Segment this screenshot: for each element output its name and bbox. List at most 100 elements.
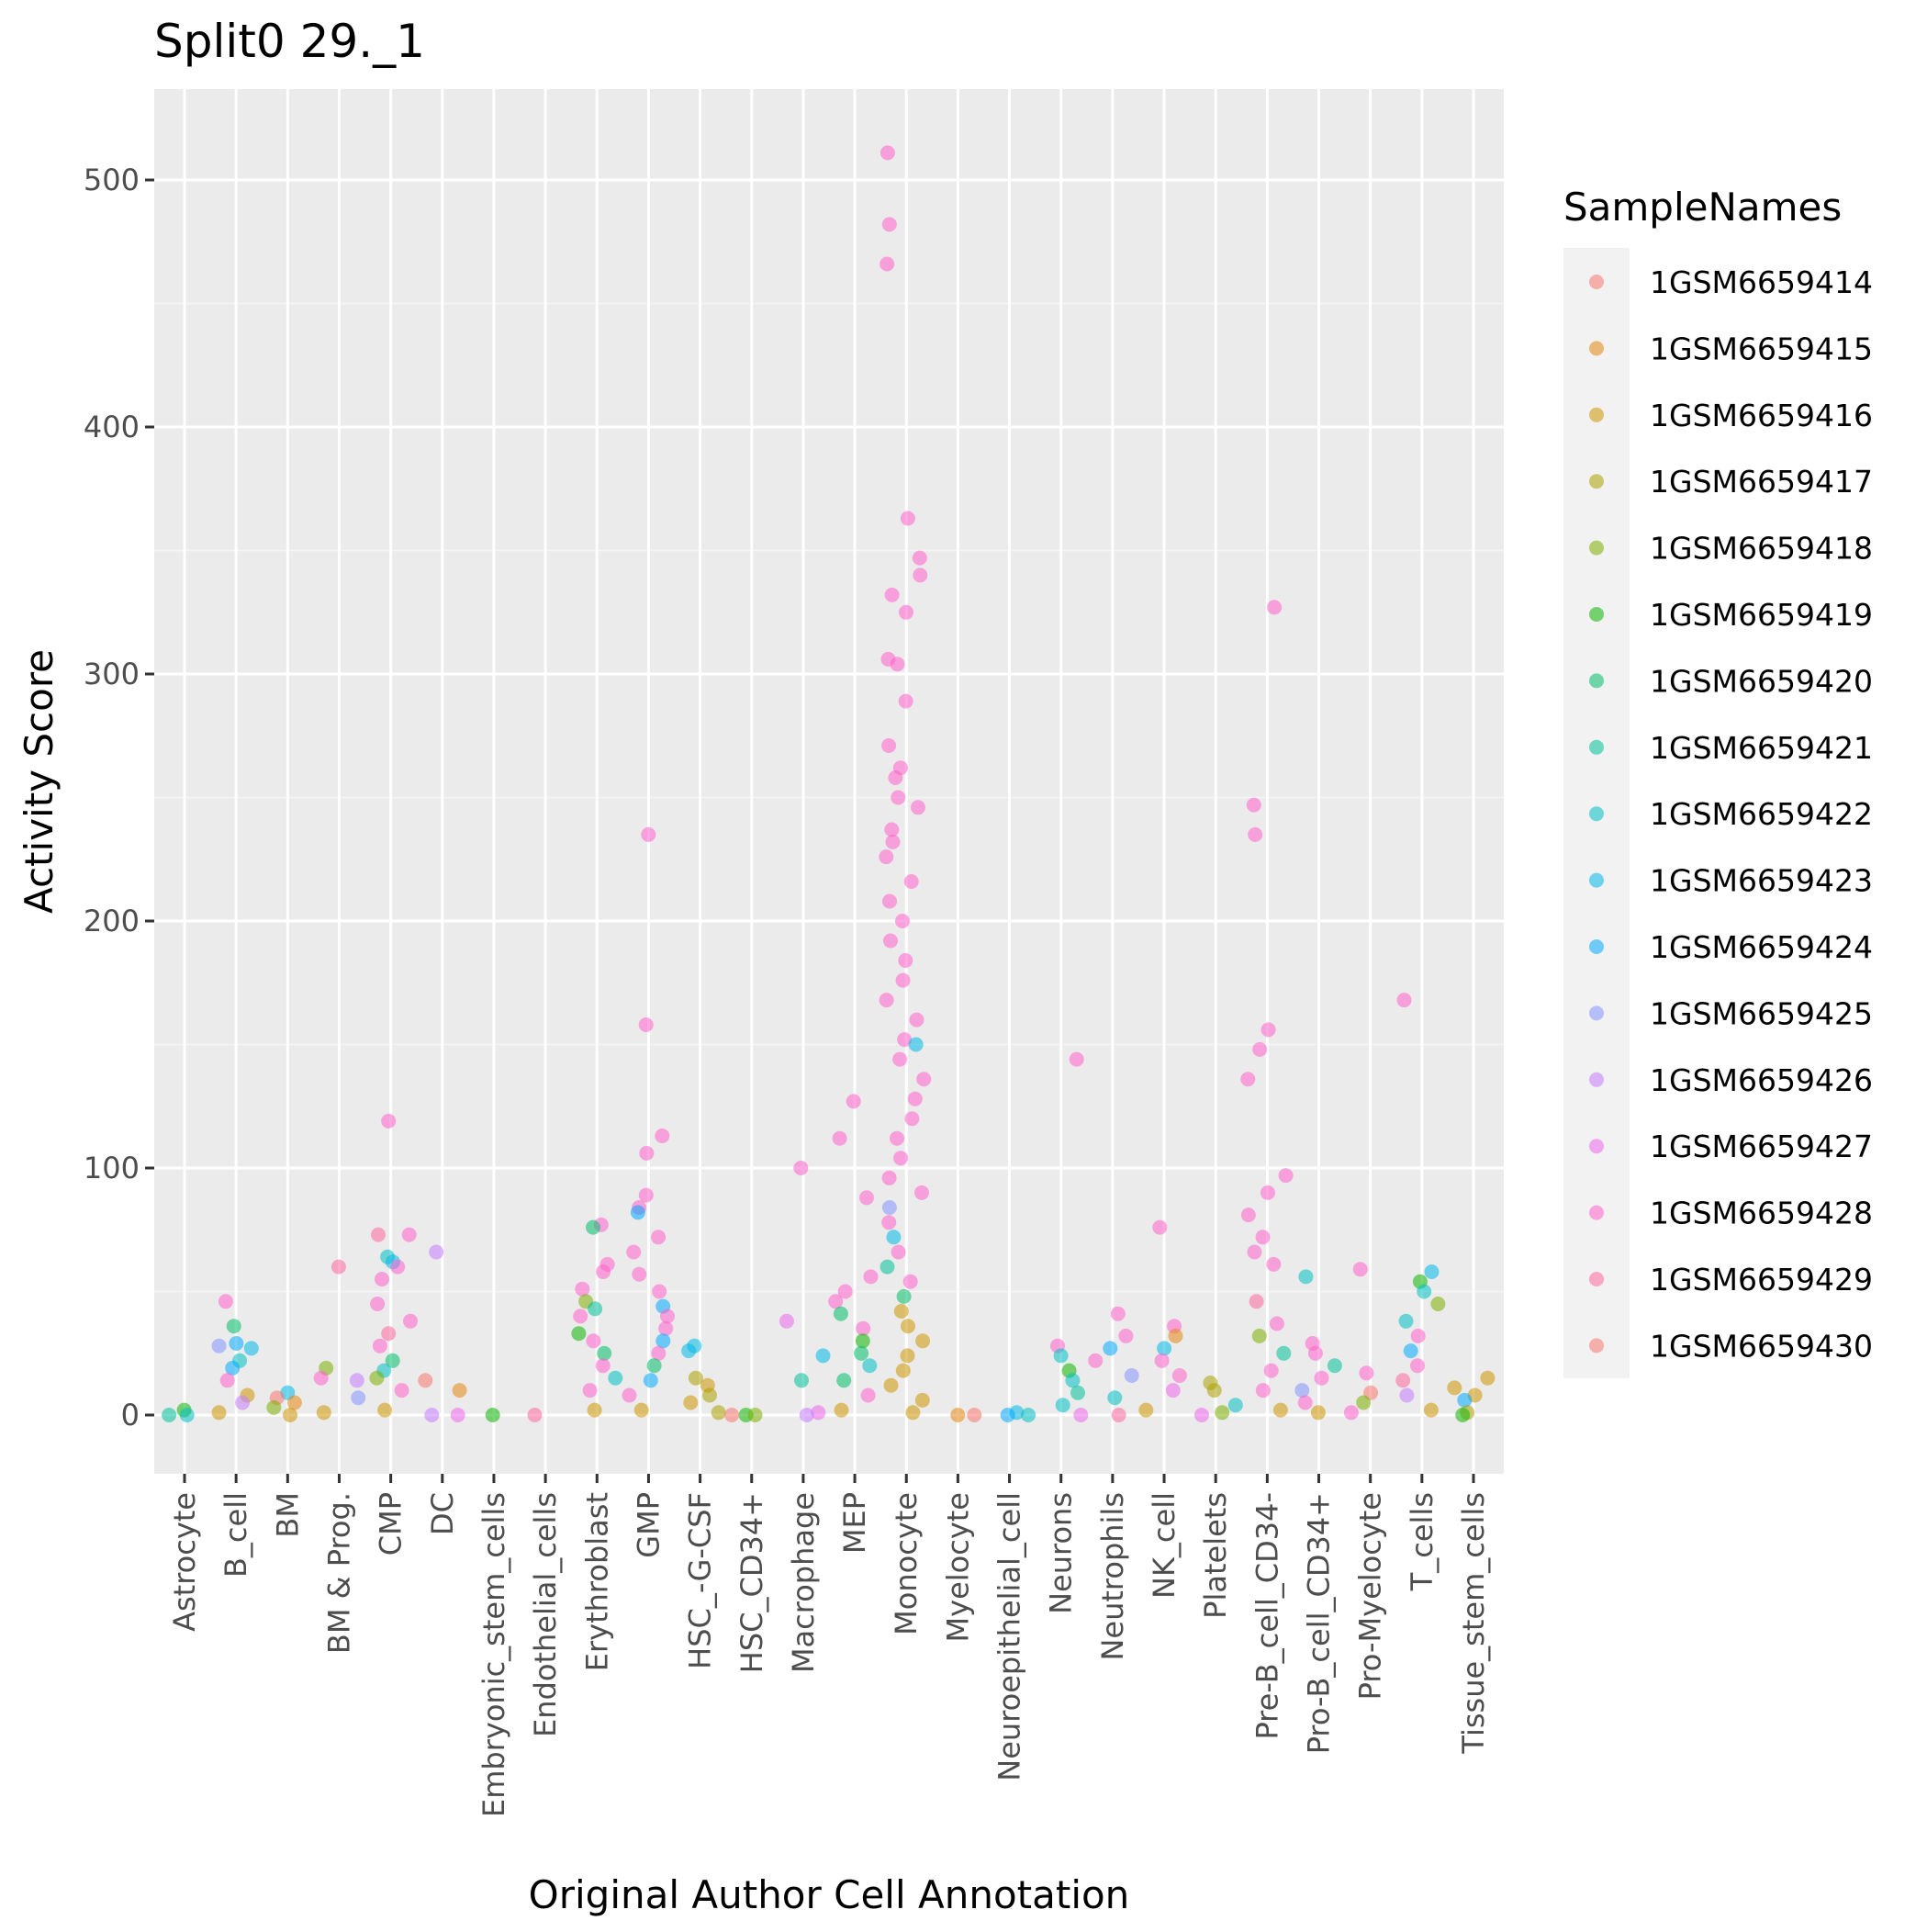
data-point xyxy=(891,1244,906,1260)
data-point xyxy=(1255,1230,1271,1245)
legend-label: 1GSM6659427 xyxy=(1650,1129,1873,1164)
data-point xyxy=(622,1387,637,1403)
data-point xyxy=(582,1383,598,1398)
data-point xyxy=(1103,1341,1118,1356)
data-point xyxy=(595,1358,611,1374)
x-tick-label: Embryonic_stem_cells xyxy=(476,1492,511,1817)
data-point xyxy=(527,1408,543,1422)
data-point xyxy=(1021,1408,1036,1422)
data-point xyxy=(898,953,913,968)
data-point xyxy=(1154,1353,1170,1368)
data-point xyxy=(651,1345,667,1361)
legend-label: 1GSM6659414 xyxy=(1650,264,1873,300)
data-point xyxy=(418,1373,433,1388)
data-point xyxy=(907,1091,923,1106)
x-tick-label: T_cells xyxy=(1405,1492,1440,1591)
data-point xyxy=(834,1402,849,1418)
data-point xyxy=(1298,1269,1314,1285)
data-point xyxy=(632,1266,647,1282)
data-point xyxy=(890,1130,904,1146)
data-point xyxy=(916,1072,932,1087)
data-point xyxy=(1269,1316,1284,1331)
data-point xyxy=(1252,1041,1268,1057)
data-point xyxy=(1403,1343,1418,1359)
x-tick-label: Erythroblast xyxy=(579,1492,614,1671)
data-point xyxy=(885,834,901,849)
data-point xyxy=(1480,1370,1496,1386)
data-point xyxy=(837,1284,853,1299)
data-point xyxy=(1447,1380,1462,1396)
data-point xyxy=(1356,1395,1372,1410)
y-tick-label: 100 xyxy=(84,1151,140,1185)
data-point xyxy=(882,893,897,909)
legend-swatch xyxy=(1589,1338,1604,1354)
data-point xyxy=(331,1259,346,1275)
data-point xyxy=(655,1333,671,1349)
data-point xyxy=(638,1017,654,1032)
data-point xyxy=(235,1395,251,1410)
data-point xyxy=(655,1129,670,1143)
data-point xyxy=(897,1032,913,1048)
legend-title: SampleNames xyxy=(1563,185,1842,230)
data-point xyxy=(811,1405,826,1421)
data-point xyxy=(429,1244,444,1260)
data-point xyxy=(1294,1383,1310,1398)
y-axis-title: Activity Score xyxy=(17,649,62,914)
data-point xyxy=(1455,1408,1471,1422)
y-tick-label: 300 xyxy=(84,657,140,691)
data-point xyxy=(883,933,898,949)
data-point xyxy=(1107,1390,1123,1406)
data-point xyxy=(597,1345,612,1361)
data-point xyxy=(1423,1402,1439,1418)
data-point xyxy=(1065,1373,1081,1388)
data-point xyxy=(1240,1072,1256,1087)
data-point xyxy=(588,1301,603,1317)
data-point xyxy=(1240,1208,1256,1223)
x-tick-label: Pre-B_cell_CD34- xyxy=(1249,1492,1284,1740)
data-point xyxy=(371,1227,386,1242)
data-point xyxy=(1138,1402,1154,1418)
data-point xyxy=(908,1037,924,1052)
data-point xyxy=(658,1320,674,1336)
x-tick-label: Macrophage xyxy=(786,1492,821,1673)
data-point xyxy=(381,1113,397,1129)
legend-swatch xyxy=(1589,607,1604,622)
legend-label: 1GSM6659422 xyxy=(1650,796,1873,832)
legend-swatch xyxy=(1589,1005,1604,1021)
legend-swatch xyxy=(1589,341,1604,356)
data-point xyxy=(1278,1168,1294,1184)
data-point xyxy=(452,1383,467,1398)
legend-label: 1GSM6659419 xyxy=(1650,597,1873,633)
data-point xyxy=(881,738,897,753)
legend-swatch xyxy=(1589,407,1604,422)
data-point xyxy=(881,1170,897,1185)
data-point xyxy=(891,790,906,805)
data-point xyxy=(390,1259,406,1275)
data-point xyxy=(401,1227,417,1242)
data-point xyxy=(1111,1408,1126,1422)
data-point xyxy=(1263,1363,1279,1378)
data-point xyxy=(905,1405,921,1421)
x-tick-label: B_cell xyxy=(218,1492,253,1578)
data-point xyxy=(1266,1256,1282,1272)
data-point xyxy=(1246,797,1261,813)
data-point xyxy=(1055,1398,1070,1413)
data-point xyxy=(904,1111,920,1127)
data-point xyxy=(586,1219,600,1235)
y-axis: 0 100 200 300 400 500 xyxy=(84,163,154,1432)
x-tick-label: Neuroepithelial_cell xyxy=(992,1492,1027,1781)
data-point xyxy=(1399,1387,1415,1403)
data-point xyxy=(349,1373,364,1388)
chart-title: Split0 29._1 xyxy=(154,15,425,68)
data-point xyxy=(1417,1284,1432,1299)
data-point xyxy=(886,1230,902,1245)
data-point xyxy=(1053,1348,1069,1364)
data-point xyxy=(1267,600,1283,615)
legend-label: 1GSM6659425 xyxy=(1650,995,1873,1031)
data-point xyxy=(909,1012,924,1028)
data-point xyxy=(266,1399,282,1415)
data-point xyxy=(895,1363,911,1378)
x-axis-title: Original Author Cell Annotation xyxy=(529,1872,1130,1917)
data-point xyxy=(211,1338,227,1354)
legend-label: 1GSM6659421 xyxy=(1650,730,1873,766)
